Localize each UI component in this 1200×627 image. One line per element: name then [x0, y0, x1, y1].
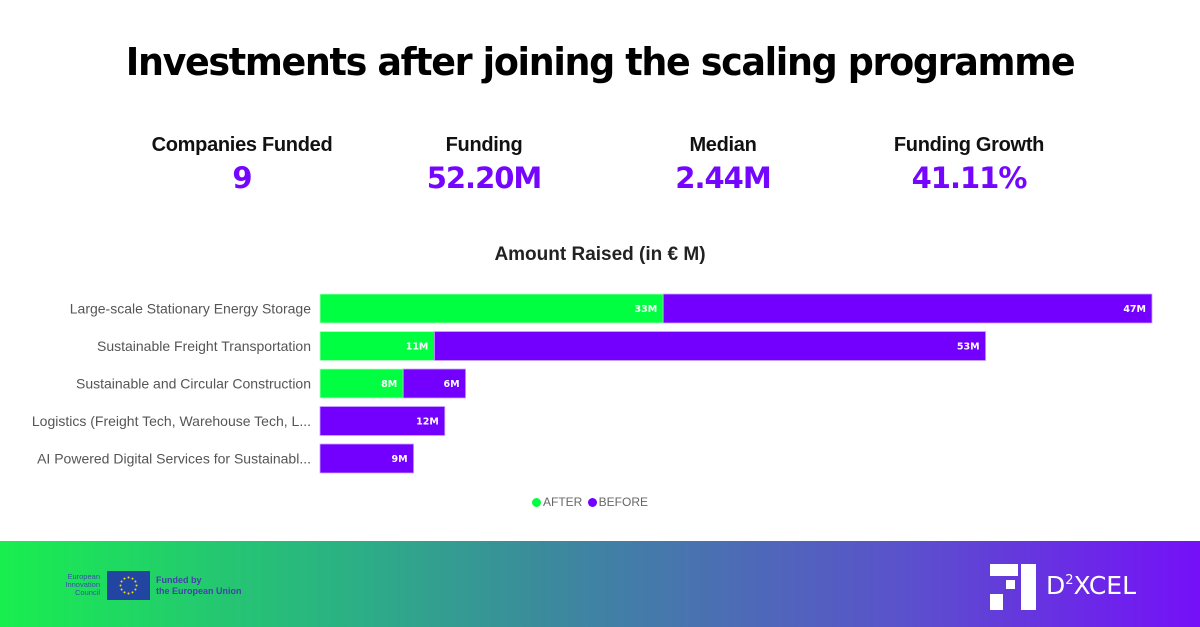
data-label: 9M: [392, 454, 408, 465]
bar-after[interactable]: [319, 368, 404, 399]
eu-star: [123, 577, 126, 580]
bar-before[interactable]: [433, 331, 987, 361]
kpi-companies-funded: Companies Funded 9: [112, 134, 372, 195]
bar-before[interactable]: [402, 368, 467, 399]
legend-dot-before: [587, 497, 597, 507]
bar-before[interactable]: [319, 443, 414, 474]
eu-star: [119, 584, 122, 587]
eu-star: [134, 580, 137, 583]
data-label: 33M: [635, 304, 658, 315]
eu-star: [120, 580, 123, 583]
eu-star: [120, 588, 123, 591]
data-label: 11M: [406, 342, 429, 353]
d2xcel-logo-icon: [990, 564, 1036, 610]
kpi-value: 41.11%: [911, 161, 1028, 195]
data-label: 47M: [1123, 304, 1146, 315]
eu-star: [123, 591, 126, 594]
legend-item-after[interactable]: AFTER: [531, 495, 583, 509]
eic-line: European: [67, 572, 100, 581]
funded-line: the European Union: [156, 586, 242, 596]
eu-star: [131, 577, 134, 580]
footer-banner: European Innovation Council Funded by th…: [0, 541, 1200, 627]
category-label: Sustainable Freight Transportation: [97, 338, 311, 354]
eu-star: [135, 584, 138, 587]
kpi-value: 2.44M: [675, 161, 771, 195]
bar-before[interactable]: [662, 293, 1153, 324]
category-label: Logistics (Freight Tech, Warehouse Tech,…: [32, 413, 311, 429]
data-label: 6M: [444, 379, 460, 390]
legend-item-before[interactable]: BEFORE: [587, 495, 649, 509]
kpi-funding-growth: Funding Growth 41.11%: [839, 134, 1099, 195]
chart-title: Amount Raised (in € M): [494, 244, 706, 265]
eic-line: Innovation: [65, 580, 100, 589]
kpi-label: Funding Growth: [893, 134, 1045, 156]
bar-after[interactable]: [319, 331, 435, 361]
brand-part: XCEL: [1073, 571, 1137, 600]
eu-star: [134, 588, 137, 591]
kpi-value: 9: [232, 161, 252, 195]
data-label: 12M: [416, 417, 439, 428]
eic-line: Council: [74, 588, 100, 597]
kpi-label: Median: [689, 134, 757, 156]
eic-logo-text: European Innovation Council: [54, 573, 100, 597]
legend-dot-after: [531, 497, 541, 507]
funded-by-eu-text: Funded by the European Union: [156, 575, 242, 597]
chart-legend: AFTER BEFORE: [0, 495, 1180, 510]
kpi-median: Median 2.44M: [593, 134, 853, 195]
eu-flag-icon: [107, 571, 150, 600]
data-label: 53M: [957, 342, 980, 353]
eu-star: [131, 591, 134, 594]
legend-label: BEFORE: [598, 495, 649, 509]
kpi-value: 52.20M: [426, 161, 543, 195]
eu-star: [127, 576, 130, 579]
kpi-label: Companies Funded: [151, 134, 333, 156]
funded-line: Funded by: [156, 575, 202, 585]
bar-before[interactable]: [319, 406, 446, 436]
data-label: 8M: [381, 379, 397, 390]
kpi-label: Funding: [445, 134, 523, 156]
kpi-funding: Funding 52.20M: [354, 134, 614, 195]
category-label: AI Powered Digital Services for Sustaina…: [37, 451, 311, 467]
page-title: Investments after joining the scaling pr…: [125, 40, 1076, 84]
brand-sup: 2: [1065, 573, 1074, 588]
category-label: Sustainable and Circular Construction: [76, 376, 311, 392]
eu-star: [127, 592, 130, 595]
bar-after[interactable]: [319, 293, 664, 324]
brand-name: D2XCEL: [1046, 571, 1136, 600]
category-label: Large-scale Stationary Energy Storage: [70, 301, 311, 317]
legend-label: AFTER: [542, 495, 583, 509]
brand-part: D: [1046, 571, 1066, 600]
